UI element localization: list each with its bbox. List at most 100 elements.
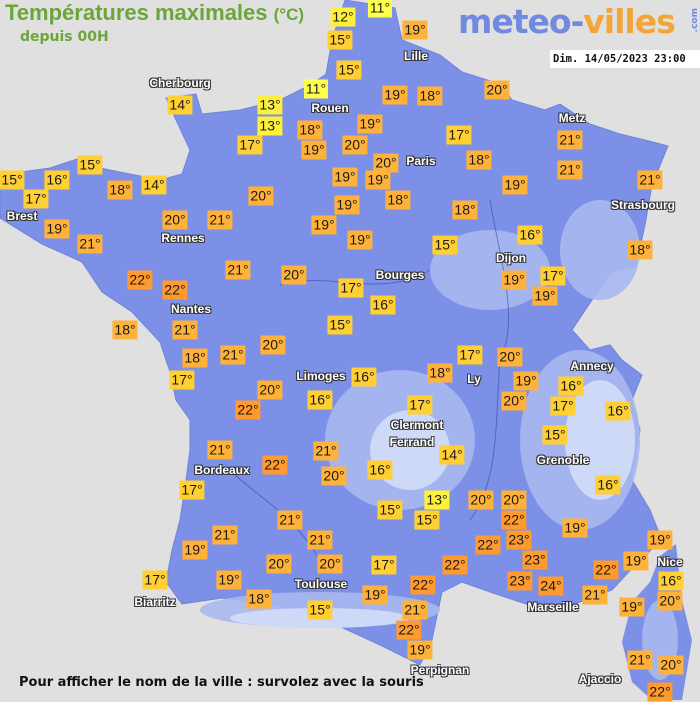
temperature-label[interactable]: 13° (257, 95, 283, 115)
temperature-label[interactable]: 13° (424, 490, 450, 510)
temperature-label[interactable]: 19° (365, 170, 391, 190)
temperature-label[interactable]: 23° (522, 550, 548, 570)
temperature-label[interactable]: 21° (225, 260, 251, 280)
temperature-label[interactable]: 18° (112, 320, 138, 340)
temperature-label[interactable]: 15° (327, 30, 353, 50)
temperature-label[interactable]: 18° (452, 200, 478, 220)
temperature-label[interactable]: 20° (281, 265, 307, 285)
temperature-label[interactable]: 19° (647, 530, 673, 550)
temperature-label[interactable]: 20° (321, 466, 347, 486)
temperature-label[interactable]: 17° (540, 266, 566, 286)
temperature-label[interactable]: 22° (475, 535, 501, 555)
temperature-label[interactable]: 20° (484, 80, 510, 100)
temperature-label[interactable]: 21° (582, 585, 608, 605)
temperature-label[interactable]: 21° (557, 160, 583, 180)
temperature-label[interactable]: 19° (407, 640, 433, 660)
temperature-label[interactable]: 20° (317, 554, 343, 574)
temperature-label[interactable]: 18° (107, 180, 133, 200)
meteo-villes-logo[interactable]: meteo-villes .com (458, 2, 700, 41)
temperature-label[interactable]: 17° (407, 395, 433, 415)
temperature-label[interactable]: 17° (371, 555, 397, 575)
temperature-label[interactable]: 20° (658, 655, 684, 675)
temperature-label[interactable]: 17° (179, 480, 205, 500)
temperature-label[interactable]: 21° (557, 130, 583, 150)
temperature-label[interactable]: 17° (457, 345, 483, 365)
temperature-label[interactable]: 19° (357, 114, 383, 134)
temperature-label[interactable]: 19° (502, 175, 528, 195)
temperature-label[interactable]: 20° (373, 153, 399, 173)
temperature-label[interactable]: 19° (501, 270, 527, 290)
temperature-label[interactable]: 21° (307, 530, 333, 550)
temperature-label[interactable]: 15° (336, 60, 362, 80)
temperature-label[interactable]: 20° (497, 347, 523, 367)
temperature-label[interactable]: 12° (330, 7, 356, 27)
temperature-label[interactable]: 20° (266, 554, 292, 574)
temperature-label[interactable]: 24° (538, 576, 564, 596)
temperature-label[interactable]: 21° (172, 320, 198, 340)
temperature-label[interactable]: 18° (182, 348, 208, 368)
temperature-label[interactable]: 22° (442, 555, 468, 575)
temperature-label[interactable]: 15° (414, 510, 440, 530)
temperature-label[interactable]: 19° (311, 215, 337, 235)
temperature-label[interactable]: 19° (216, 570, 242, 590)
temperature-label[interactable]: 14° (141, 175, 167, 195)
temperature-label[interactable]: 15° (432, 235, 458, 255)
temperature-label[interactable]: 20° (257, 380, 283, 400)
temperature-label[interactable]: 21° (627, 650, 653, 670)
temperature-label[interactable]: 19° (44, 219, 70, 239)
temperature-label[interactable]: 21° (277, 510, 303, 530)
temperature-label[interactable]: 22° (262, 455, 288, 475)
temperature-label[interactable]: 21° (212, 525, 238, 545)
temperature-label[interactable]: 20° (248, 186, 274, 206)
temperature-label[interactable]: 17° (23, 189, 49, 209)
temperature-label[interactable]: 17° (169, 370, 195, 390)
temperature-label[interactable]: 20° (501, 391, 527, 411)
temperature-label[interactable]: 14° (439, 445, 465, 465)
temperature-label[interactable]: 13° (257, 116, 283, 136)
temperature-label[interactable]: 21° (207, 210, 233, 230)
temperature-label[interactable]: 19° (182, 540, 208, 560)
temperature-label[interactable]: 22° (410, 575, 436, 595)
temperature-label[interactable]: 18° (417, 86, 443, 106)
temperature-label[interactable]: 18° (385, 190, 411, 210)
temperature-label[interactable]: 18° (246, 589, 272, 609)
temperature-label[interactable]: 23° (507, 571, 533, 591)
temperature-label[interactable]: 16° (595, 475, 621, 495)
temperature-label[interactable]: 16° (367, 460, 393, 480)
temperature-label[interactable]: 15° (542, 425, 568, 445)
temperature-label[interactable]: 19° (334, 195, 360, 215)
temperature-label[interactable]: 19° (513, 371, 539, 391)
temperature-label[interactable]: 19° (532, 286, 558, 306)
temperature-label[interactable]: 15° (327, 315, 353, 335)
temperature-label[interactable]: 20° (501, 490, 527, 510)
temperature-label[interactable]: 18° (466, 150, 492, 170)
temperature-label[interactable]: 16° (370, 295, 396, 315)
temperature-label[interactable]: 16° (558, 376, 584, 396)
temperature-label[interactable]: 21° (313, 441, 339, 461)
temperature-label[interactable]: 17° (237, 135, 263, 155)
temperature-label[interactable]: 16° (658, 571, 684, 591)
temperature-label[interactable]: 21° (637, 170, 663, 190)
temperature-label[interactable]: 15° (307, 600, 333, 620)
temperature-label[interactable]: 23° (506, 530, 532, 550)
temperature-label[interactable]: 11° (303, 79, 329, 99)
temperature-label[interactable]: 17° (446, 125, 472, 145)
temperature-label[interactable]: 20° (657, 591, 683, 611)
temperature-label[interactable]: 14° (167, 95, 193, 115)
temperature-label[interactable]: 19° (347, 230, 373, 250)
temperature-label[interactable]: 21° (77, 234, 103, 254)
temperature-label[interactable]: 22° (162, 280, 188, 300)
temperature-label[interactable]: 21° (402, 600, 428, 620)
temperature-label[interactable]: 19° (623, 551, 649, 571)
temperature-label[interactable]: 19° (562, 518, 588, 538)
temperature-label[interactable]: 17° (550, 396, 576, 416)
temperature-label[interactable]: 20° (342, 135, 368, 155)
temperature-label[interactable]: 22° (647, 682, 673, 702)
temperature-label[interactable]: 21° (207, 440, 233, 460)
temperature-label[interactable]: 19° (301, 140, 327, 160)
temperature-label[interactable]: 16° (307, 390, 333, 410)
temperature-label[interactable]: 16° (605, 401, 631, 421)
temperature-label[interactable]: 20° (468, 490, 494, 510)
temperature-label[interactable]: 19° (332, 167, 358, 187)
temperature-label[interactable]: 22° (593, 560, 619, 580)
